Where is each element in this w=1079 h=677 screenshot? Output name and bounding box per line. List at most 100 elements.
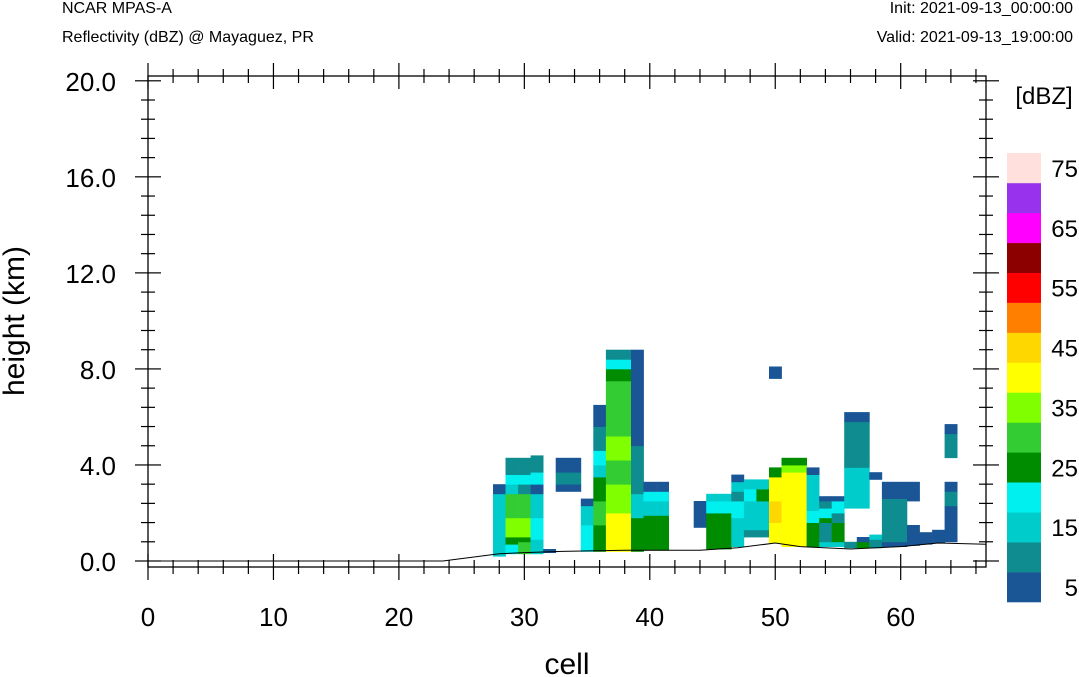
reflectivity-cell: [894, 541, 908, 547]
reflectivity-cell: [518, 474, 531, 485]
reflectivity-cell: [794, 457, 807, 466]
reflectivity-cell: [706, 501, 720, 514]
reflectivity-cell: [731, 481, 745, 492]
reflectivity-cell: [944, 481, 958, 492]
colorbar-tick-label: 45: [1051, 336, 1078, 363]
init-time: Init: 2021-09-13_00:00:00: [889, 0, 1073, 17]
reflectivity-cell: [631, 349, 644, 382]
reflectivity-cell: [844, 467, 858, 509]
reflectivity-cell: [493, 493, 506, 509]
plot-frame: [147, 75, 987, 568]
reflectivity-cell: [731, 501, 745, 519]
reflectivity-cell: [618, 513, 632, 552]
x-tick-label: 50: [761, 602, 790, 632]
y-tick-label: 0.0: [80, 547, 116, 577]
reflectivity-cell: [769, 522, 782, 544]
y-tick-label: 16.0: [65, 163, 116, 193]
colorbar-tick-label: 75: [1051, 156, 1078, 183]
colorbar-swatch: [1007, 302, 1041, 333]
reflectivity-cell: [844, 421, 858, 459]
reflectivity-cell: [731, 491, 745, 502]
colorbar-swatch: [1007, 392, 1041, 423]
reflectivity-cell: [869, 534, 883, 540]
reflectivity-cell: [631, 380, 644, 418]
reflectivity-cell: [819, 541, 833, 547]
reflectivity-cell: [593, 477, 607, 502]
reflectivity-cell: [518, 457, 531, 475]
reflectivity-cell: [505, 537, 519, 545]
reflectivity-cell: [769, 366, 782, 379]
reflectivity-cell: [643, 491, 657, 502]
reflectivity-cell: [743, 529, 757, 538]
reflectivity-cell: [631, 477, 644, 495]
reflectivity-cell: [731, 517, 745, 547]
reflectivity-cell: [618, 380, 632, 437]
reflectivity-cell: [743, 501, 757, 519]
y-tick-label: 20.0: [65, 67, 116, 97]
reflectivity-cell: [505, 474, 519, 485]
reflectivity-cell: [944, 424, 958, 435]
reflectivity-cell: [944, 491, 958, 507]
reflectivity-cell: [530, 539, 544, 555]
reflectivity-cell: [631, 517, 644, 552]
reflectivity-cell: [505, 493, 519, 519]
reflectivity-cell: [593, 426, 607, 451]
reflectivity-cell: [593, 450, 607, 466]
reflectivity-cell: [856, 467, 870, 509]
y-tick-label: 4.0: [80, 451, 116, 481]
reflectivity-cell: [819, 522, 833, 543]
reflectivity-cell: [743, 479, 757, 490]
reflectivity-cell: [593, 501, 607, 526]
reflectivity-cell: [844, 457, 858, 468]
colorbar-units-label: [dBZ]: [1015, 83, 1072, 110]
reflectivity-cell: [769, 501, 782, 523]
reflectivity-cell: [518, 484, 531, 495]
reflectivity-cell: [605, 460, 619, 485]
reflectivity-cell: [756, 501, 770, 519]
reflectivity-cell: [781, 457, 795, 466]
reflectivity-cell: [844, 412, 858, 423]
reflectivity-cell: [769, 477, 782, 502]
reflectivity-cell: [530, 517, 544, 540]
reflectivity-cell: [743, 489, 757, 502]
reflectivity-cell: [555, 457, 569, 473]
reflectivity-cell: [568, 484, 582, 492]
reflectivity-cell: [831, 496, 845, 502]
reflectivity-cell: [794, 465, 807, 473]
colorbar-swatch: [1007, 452, 1041, 483]
reflectivity-cell: [631, 445, 644, 478]
reflectivity-cell: [856, 412, 870, 423]
reflectivity-cell: [806, 522, 820, 547]
reflectivity-cell: [869, 472, 883, 480]
colorbar-swatch: [1007, 542, 1041, 573]
reflectivity-cell: [505, 457, 519, 475]
colorbar-tick-label: 65: [1051, 216, 1078, 243]
x-tick-label: 40: [635, 602, 664, 632]
reflectivity-cell: [806, 474, 820, 511]
colorbar-swatch: [1007, 362, 1041, 393]
y-tick-label: 8.0: [80, 355, 116, 385]
reflectivity-cell: [944, 433, 958, 459]
reflectivity-cell: [656, 515, 669, 551]
x-tick-label: 20: [384, 602, 413, 632]
reflectivity-cell: [894, 498, 908, 543]
reflectivity-cell: [869, 539, 883, 549]
reflectivity-cells: [493, 349, 958, 557]
reflectivity-cell: [794, 472, 807, 547]
colorbar-swatch: [1007, 332, 1041, 363]
colorbar-swatch: [1007, 512, 1041, 543]
reflectivity-cell: [769, 467, 782, 478]
reflectivity-cell: [605, 349, 619, 360]
colorbar-swatch: [1007, 182, 1041, 214]
reflectivity-cell: [907, 537, 920, 546]
reflectivity-cell: [944, 527, 958, 543]
reflectivity-cell: [907, 525, 920, 538]
reflectivity-cell: [756, 529, 770, 538]
x-tick-label: 0: [141, 602, 155, 632]
colorbar: [1007, 153, 1041, 603]
reflectivity-cell: [856, 457, 870, 468]
colorbar-swatch: [1007, 482, 1041, 513]
reflectivity-cell: [543, 549, 557, 553]
colorbar-tick-labels: 5 15 25 35 45 55 65 75: [1051, 156, 1078, 602]
reflectivity-cell: [907, 481, 920, 502]
